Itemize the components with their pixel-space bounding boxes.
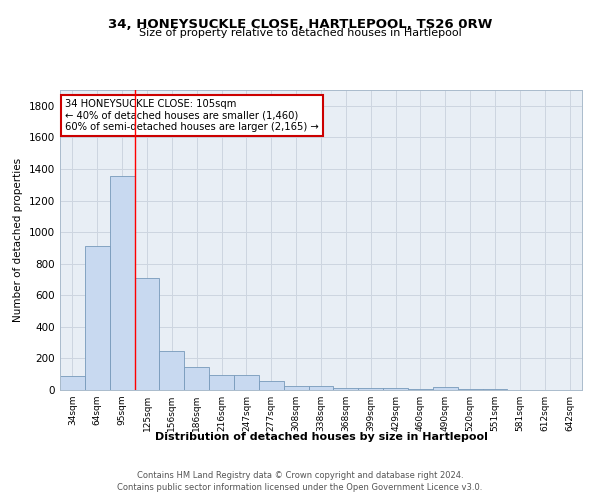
Bar (308, 386, 334, 390)
Bar (209, 375, 234, 390)
Bar (458, 389, 482, 390)
Bar (358, 388, 383, 390)
Bar (482, 389, 508, 390)
Bar (433, 387, 458, 390)
Bar (160, 350, 184, 390)
Bar (284, 386, 308, 390)
Text: Distribution of detached houses by size in Hartlepool: Distribution of detached houses by size … (155, 432, 487, 442)
Y-axis label: Number of detached properties: Number of detached properties (13, 158, 23, 322)
Bar (383, 388, 408, 390)
Bar (184, 367, 209, 390)
Bar (259, 382, 284, 390)
Text: Size of property relative to detached houses in Hartlepool: Size of property relative to detached ho… (139, 28, 461, 38)
Bar (60, 376, 85, 390)
Bar (334, 388, 358, 390)
Bar (85, 246, 110, 390)
Text: 34 HONEYSUCKLE CLOSE: 105sqm
← 40% of detached houses are smaller (1,460)
60% of: 34 HONEYSUCKLE CLOSE: 105sqm ← 40% of de… (65, 99, 319, 132)
Text: Contains public sector information licensed under the Open Government Licence v3: Contains public sector information licen… (118, 484, 482, 492)
Bar (134, 278, 160, 390)
Bar (234, 375, 259, 390)
Bar (110, 176, 134, 390)
Text: 34, HONEYSUCKLE CLOSE, HARTLEPOOL, TS26 0RW: 34, HONEYSUCKLE CLOSE, HARTLEPOOL, TS26 … (108, 18, 492, 30)
Text: Contains HM Land Registry data © Crown copyright and database right 2024.: Contains HM Land Registry data © Crown c… (137, 471, 463, 480)
Bar (408, 389, 433, 390)
